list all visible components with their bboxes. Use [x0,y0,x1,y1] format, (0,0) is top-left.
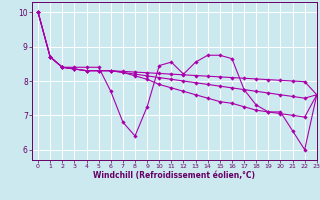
X-axis label: Windchill (Refroidissement éolien,°C): Windchill (Refroidissement éolien,°C) [93,171,255,180]
